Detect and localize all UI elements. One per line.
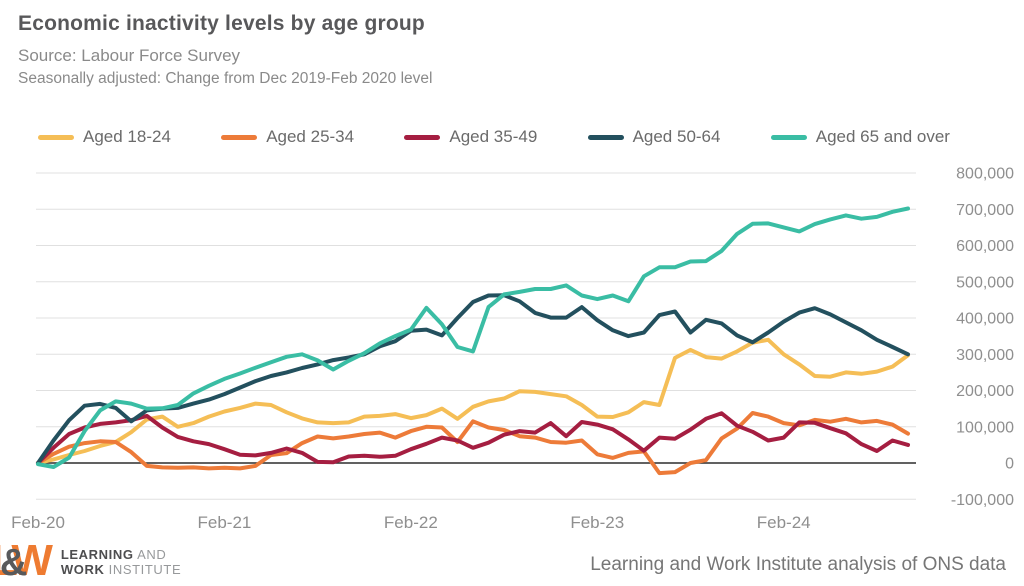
legend-label: Aged 35-49 (449, 127, 538, 146)
series-line-aged-50-64 (36, 293, 910, 465)
y-axis-label: 500,000 (956, 274, 1014, 291)
lw-logo-mark: L&W (0, 536, 53, 585)
y-axis-label: 0 (1005, 456, 1014, 473)
chart-subtitle: Source: Labour Force Survey (18, 46, 241, 65)
legend-item-aged-50-64: Aged 50-64 (587, 127, 721, 147)
legend-label: Aged 50-64 (632, 127, 721, 146)
x-axis-label: Feb-21 (197, 513, 251, 532)
learning-and-work-institute-logo: L&W LEARNING AND WORK INSTITUTE (0, 536, 182, 585)
series-line-aged-65-and-over (36, 206, 910, 469)
series-line-aged-25-34 (36, 411, 910, 476)
y-axis-label: 200,000 (956, 383, 1014, 400)
source-attribution: Learning and Work Institute analysis of … (590, 554, 1006, 575)
chart-annotation: Seasonally adjusted: Change from Dec 201… (18, 70, 433, 87)
series-line-aged-18-24 (36, 337, 910, 465)
x-axis-label: Feb-24 (757, 513, 811, 532)
legend-item-aged-25-34: Aged 25-34 (221, 127, 354, 147)
y-axis-label: 300,000 (956, 347, 1014, 364)
legend-swatch (404, 134, 441, 140)
page-title: Economic inactivity levels by age group (18, 12, 425, 35)
legend-swatch (770, 134, 807, 140)
x-axis-label: Feb-23 (570, 513, 624, 532)
legend-label: Aged 18-24 (83, 127, 171, 146)
y-axis-label: 100,000 (956, 419, 1014, 436)
y-axis-label: -100,000 (951, 492, 1014, 509)
chart-legend: Aged 18-24 Aged 25-34 Aged 35-49 Aged 50… (38, 127, 950, 147)
legend-label: Aged 65 and over (815, 127, 950, 146)
legend-swatch (221, 134, 258, 140)
y-axis-label: 400,000 (956, 311, 1014, 328)
x-axis-label: Feb-20 (11, 513, 65, 532)
y-axis-label: 700,000 (956, 202, 1014, 219)
series-line-aged-35-49 (36, 411, 910, 465)
legend-item-aged-18-24: Aged 18-24 (38, 127, 171, 147)
x-axis-label: Feb-22 (384, 513, 438, 532)
y-axis-label: 800,000 (956, 166, 1014, 183)
legend-item-aged-65-over: Aged 65 and over (770, 127, 950, 147)
logo-wordmark: LEARNING AND WORK INSTITUTE (60, 547, 182, 577)
legend-swatch (38, 134, 74, 140)
legend-item-aged-35-49: Aged 35-49 (404, 127, 537, 147)
legend-label: Aged 25-34 (266, 127, 355, 146)
y-axis-label: 600,000 (956, 238, 1014, 255)
legend-swatch (587, 134, 624, 140)
